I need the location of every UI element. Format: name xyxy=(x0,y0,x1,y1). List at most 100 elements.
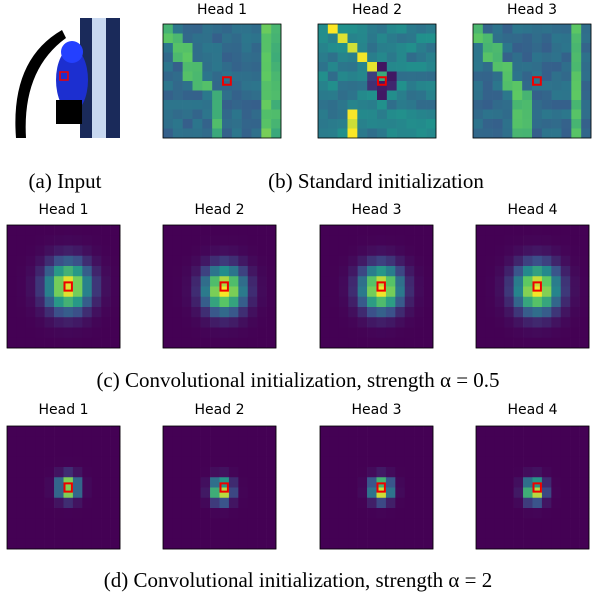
heatmap-cell xyxy=(329,245,340,257)
heatmap-cell xyxy=(494,518,505,529)
heatmap-cell xyxy=(513,255,524,267)
heatmap-cell xyxy=(386,43,397,53)
heatmap-cell xyxy=(247,477,258,488)
heatmap-cell xyxy=(357,446,368,458)
heatmap-cell xyxy=(492,24,503,34)
heatmap-cell xyxy=(329,487,340,499)
heatmap-cell xyxy=(560,225,571,236)
heatmap-cell xyxy=(318,62,329,72)
heatmap-cell xyxy=(532,426,543,437)
heatmap-cell xyxy=(513,487,524,499)
heatmap-cell xyxy=(266,528,277,540)
heatmap-cell xyxy=(63,508,74,519)
heatmap-cell xyxy=(338,467,349,478)
heatmap-cell xyxy=(504,255,514,267)
heatmap-cell xyxy=(404,266,415,277)
heatmap-cell xyxy=(551,81,562,91)
heatmap-cell xyxy=(337,71,348,82)
heatmap-cell xyxy=(476,456,486,468)
heatmap-cell xyxy=(44,446,55,458)
heatmap-cell xyxy=(367,337,377,349)
heatmap-cell xyxy=(320,446,330,458)
heatmap-cell xyxy=(395,467,406,478)
heatmap-cell xyxy=(163,245,173,257)
query-box xyxy=(63,281,73,292)
heatmap-cell xyxy=(522,100,533,110)
heatmap-cell xyxy=(395,317,406,328)
heatmap-cell xyxy=(266,436,277,447)
heatmap-cell xyxy=(541,456,552,468)
heatmap-cell xyxy=(395,518,406,529)
heatmap-cell xyxy=(320,497,330,509)
heatmap-cell xyxy=(512,81,523,91)
heatmap-cell xyxy=(25,477,36,488)
heatmap-cell xyxy=(367,71,378,82)
heatmap-cell xyxy=(261,71,272,82)
heatmap-cell xyxy=(414,235,424,246)
heatmap-cell xyxy=(210,446,220,458)
head-title: Head 3 xyxy=(352,202,402,218)
heatmap-cell xyxy=(485,327,496,339)
heatmap-cell xyxy=(266,456,277,468)
heatmap-cell xyxy=(257,436,267,447)
heatmap-cell xyxy=(414,266,424,277)
heatmap-cell xyxy=(91,317,102,328)
query-box xyxy=(219,281,229,292)
heatmap-cell xyxy=(532,128,543,139)
heatmap-cell xyxy=(72,518,83,529)
heatmap-cell xyxy=(163,327,173,339)
heatmap-cell xyxy=(404,538,415,550)
heatmap-cell xyxy=(571,119,582,129)
heatmap-cell xyxy=(423,528,434,540)
heatmap-cell xyxy=(110,518,121,529)
heatmap-cell xyxy=(219,426,230,437)
heatmap-cell xyxy=(367,266,377,277)
heatmap-cell xyxy=(16,508,27,519)
heatmap-cell xyxy=(367,62,378,72)
heatmap-cell xyxy=(551,52,562,63)
heatmap-cell xyxy=(35,245,45,257)
heatmap-cell xyxy=(395,436,406,447)
heatmap-cell xyxy=(523,508,533,519)
heatmap-cell xyxy=(532,518,543,529)
heatmap-cell xyxy=(241,71,252,82)
heatmap-cell xyxy=(376,528,387,540)
heatmap-cell xyxy=(7,477,17,488)
heatmap-cell xyxy=(357,296,368,308)
heatmap-cell xyxy=(247,508,258,519)
heatmap-cell xyxy=(377,119,388,129)
heatmap-cell xyxy=(257,255,267,267)
heatmap-cell xyxy=(581,33,592,44)
heatmap-cell xyxy=(163,436,173,447)
heatmap-cell xyxy=(202,52,213,63)
heatmap-cell xyxy=(327,100,338,110)
heatmap-cell xyxy=(561,90,572,101)
heatmap-cell xyxy=(181,518,192,529)
heatmap-cell xyxy=(172,71,183,82)
heatmap-cell xyxy=(238,286,249,298)
heatmap-cell xyxy=(386,128,397,139)
heatmap-cell xyxy=(320,467,330,478)
heatmap-cell xyxy=(101,497,111,509)
heatmap-cell xyxy=(357,337,368,349)
heatmap-cell xyxy=(202,128,213,139)
heatmap-cell xyxy=(502,81,513,91)
heatmap-cell xyxy=(7,266,17,277)
heatmap-cell xyxy=(257,497,267,509)
heatmap-cell xyxy=(385,225,396,236)
heatmap-cell xyxy=(320,487,330,499)
heatmap-cell xyxy=(476,286,486,298)
heatmap-cell xyxy=(172,255,183,267)
heatmap-cell xyxy=(238,426,249,437)
heatmap-cell xyxy=(338,508,349,519)
heatmap-cell xyxy=(202,90,213,101)
heatmap-cell xyxy=(377,90,388,101)
heatmap-cell xyxy=(91,426,102,437)
heatmap-cell xyxy=(228,497,239,509)
heatmap-cell xyxy=(181,317,192,328)
heatmap-cell xyxy=(72,538,83,550)
heatmap-cell xyxy=(91,235,102,246)
heatmap-cell xyxy=(266,286,277,298)
heatmap-cell xyxy=(212,24,223,34)
